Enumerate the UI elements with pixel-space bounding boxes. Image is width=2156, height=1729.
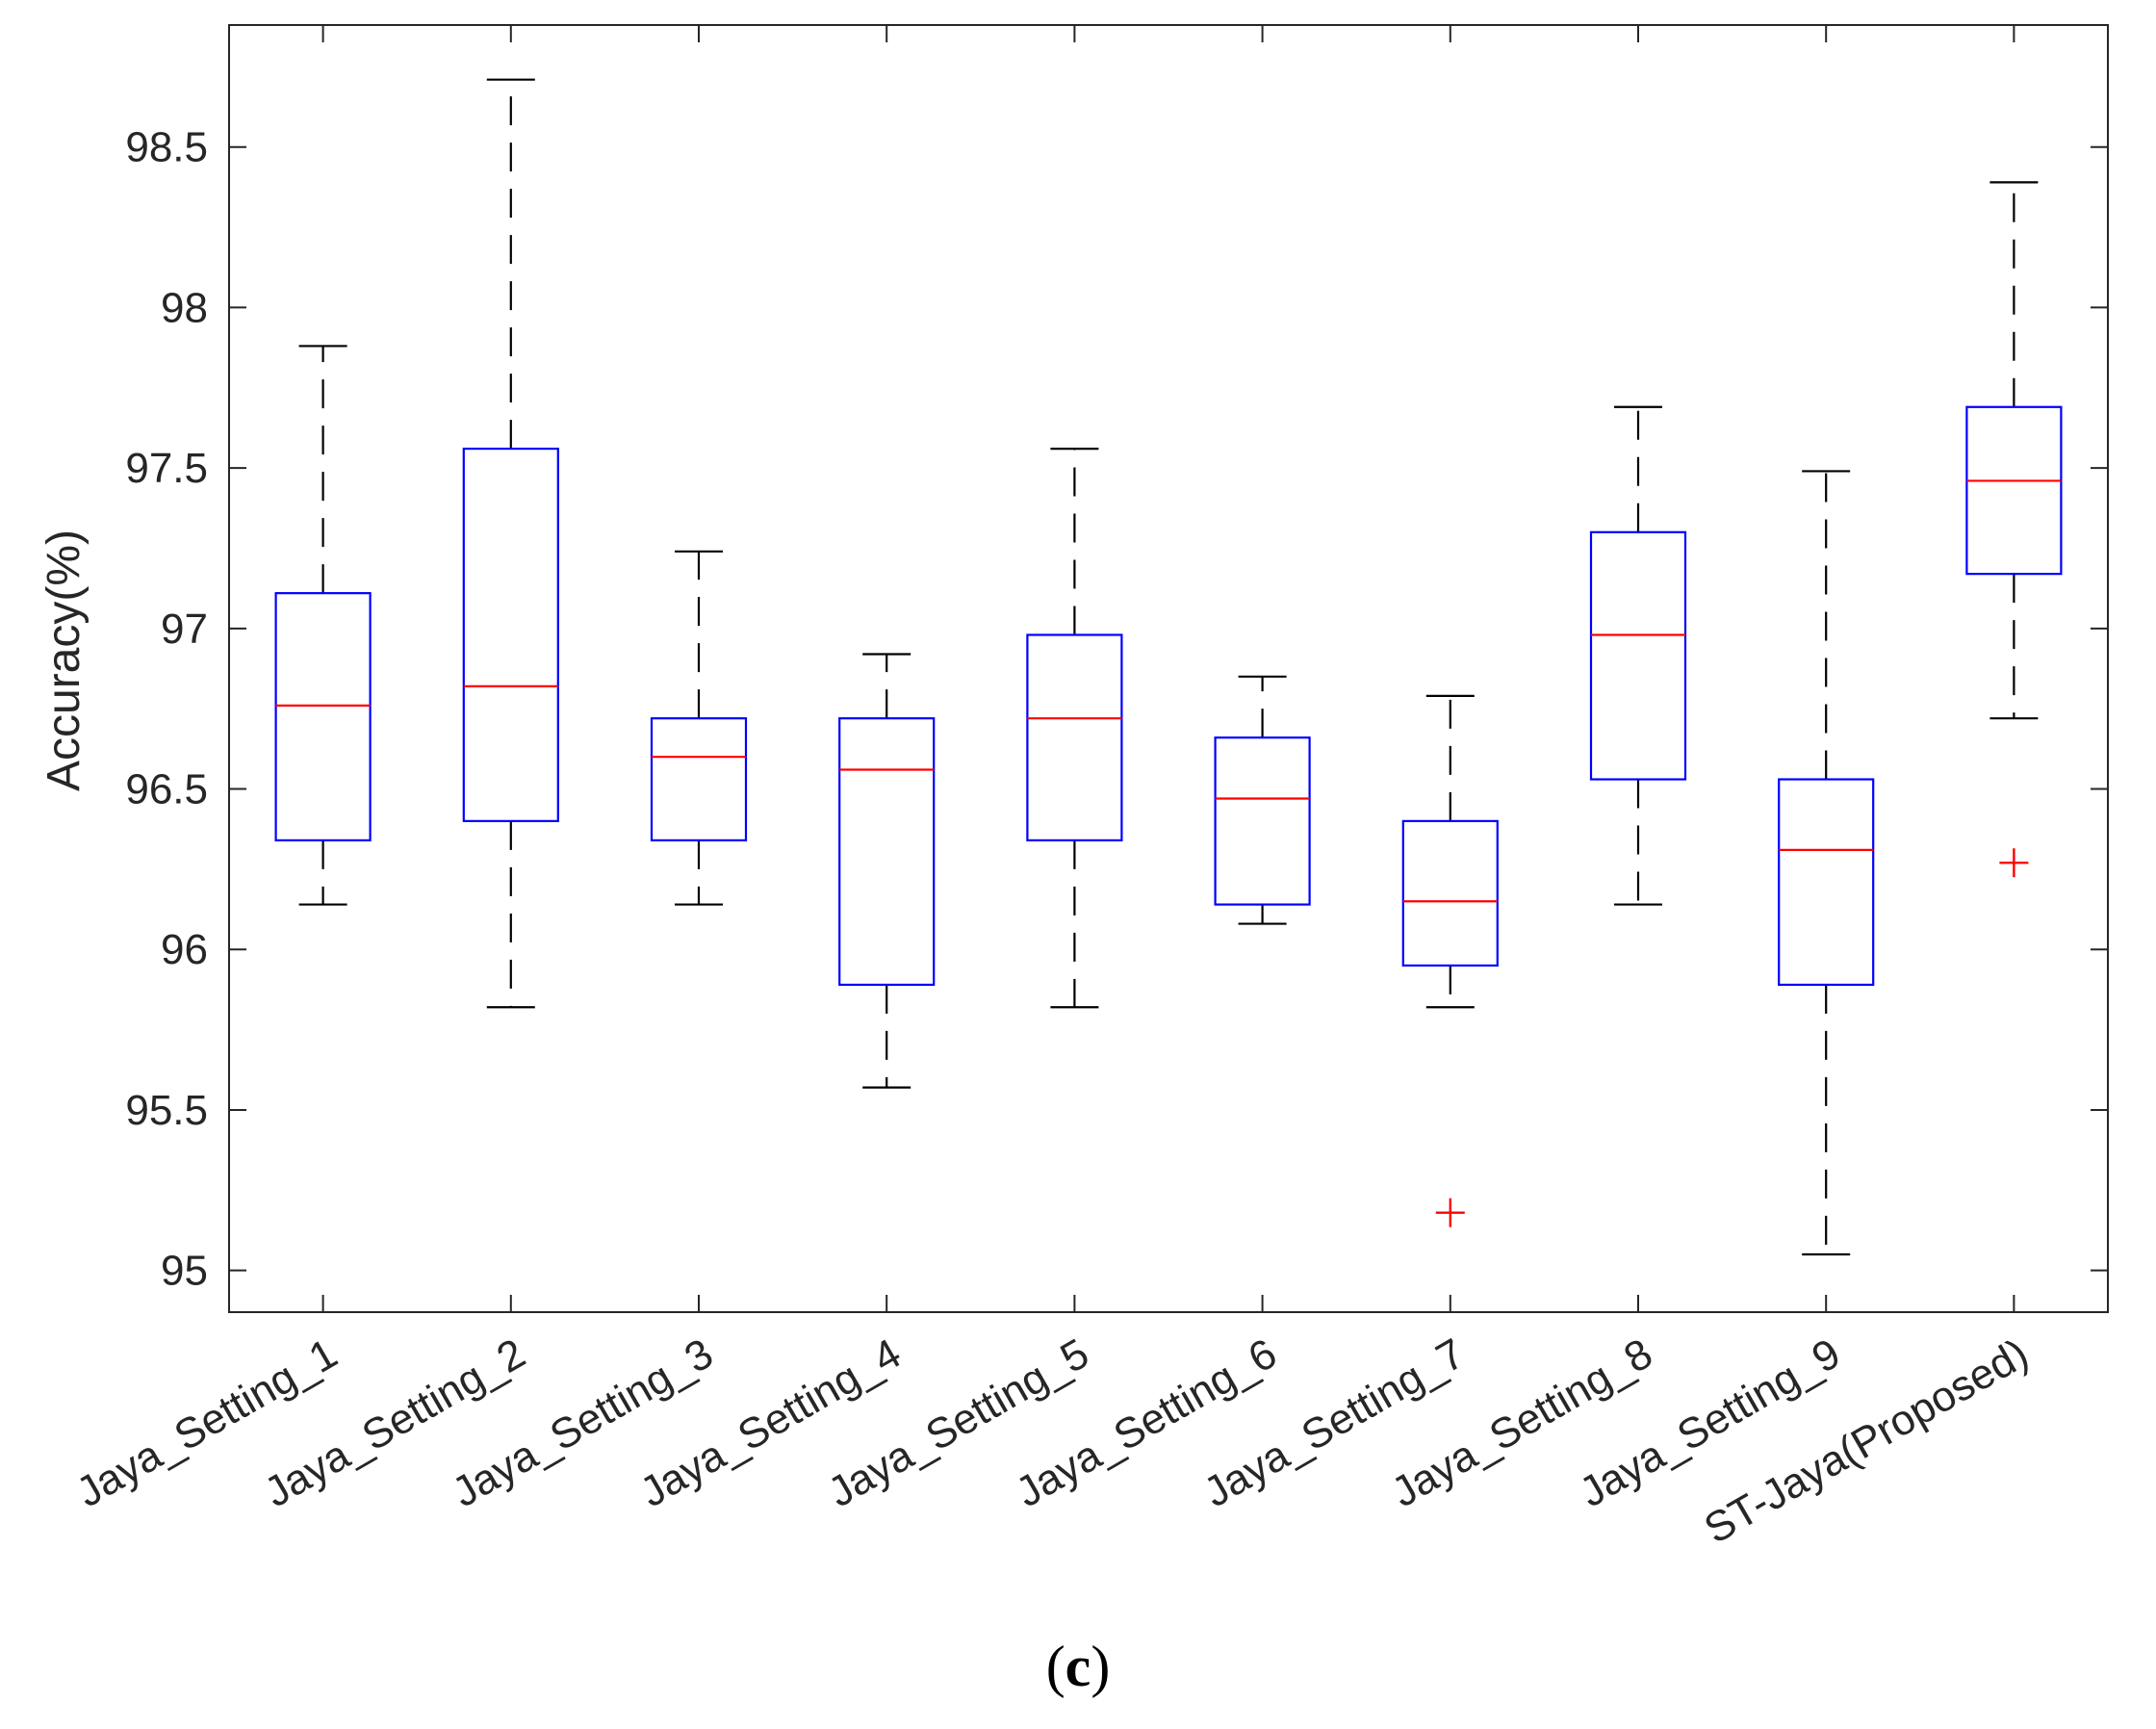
y-tick-label: 96.5: [125, 766, 208, 813]
box-group: [1401, 694, 1499, 1227]
box-group: [1214, 675, 1311, 925]
box-group: [838, 653, 936, 1089]
plot-frame: [228, 24, 2109, 1313]
box-group: [1965, 181, 2063, 878]
box-group: [462, 78, 559, 1009]
y-axis: 95 95.5 96 96.5 97 97.5 98 98.5: [125, 124, 2108, 1295]
box-group: [274, 345, 372, 906]
boxes-layer: [274, 78, 2063, 1256]
box: [1401, 819, 1499, 968]
box-group: [650, 550, 748, 906]
y-tick-label: 95.5: [125, 1087, 208, 1134]
box: [1589, 530, 1687, 781]
figure-caption: (c): [1046, 1635, 1111, 1698]
y-tick-label: 96: [161, 926, 208, 973]
y-tick-label: 97.5: [125, 445, 208, 492]
box: [650, 717, 748, 841]
box-group: [1778, 470, 1875, 1256]
caption-close-paren: ): [1091, 1635, 1110, 1698]
box-group: [1589, 405, 1687, 906]
box: [838, 717, 936, 987]
box: [274, 592, 372, 841]
caption-open-paren: (: [1046, 1635, 1065, 1698]
y-tick-label: 98.5: [125, 124, 208, 171]
plot-area: [228, 24, 2109, 1313]
box-group: [1026, 448, 1123, 1009]
box: [1965, 405, 2063, 576]
y-tick-label: 98: [161, 284, 208, 331]
box: [1214, 736, 1311, 906]
y-tick-label: 95: [161, 1248, 208, 1295]
outlier-marker: [1435, 1198, 1465, 1227]
box: [1026, 633, 1123, 841]
box: [462, 448, 559, 822]
caption-letter: c: [1065, 1635, 1091, 1698]
y-axis-title: Accuracy(%): [38, 529, 90, 791]
outlier-marker: [1999, 848, 2029, 878]
box: [1778, 778, 1875, 987]
y-tick-label: 97: [161, 606, 208, 653]
